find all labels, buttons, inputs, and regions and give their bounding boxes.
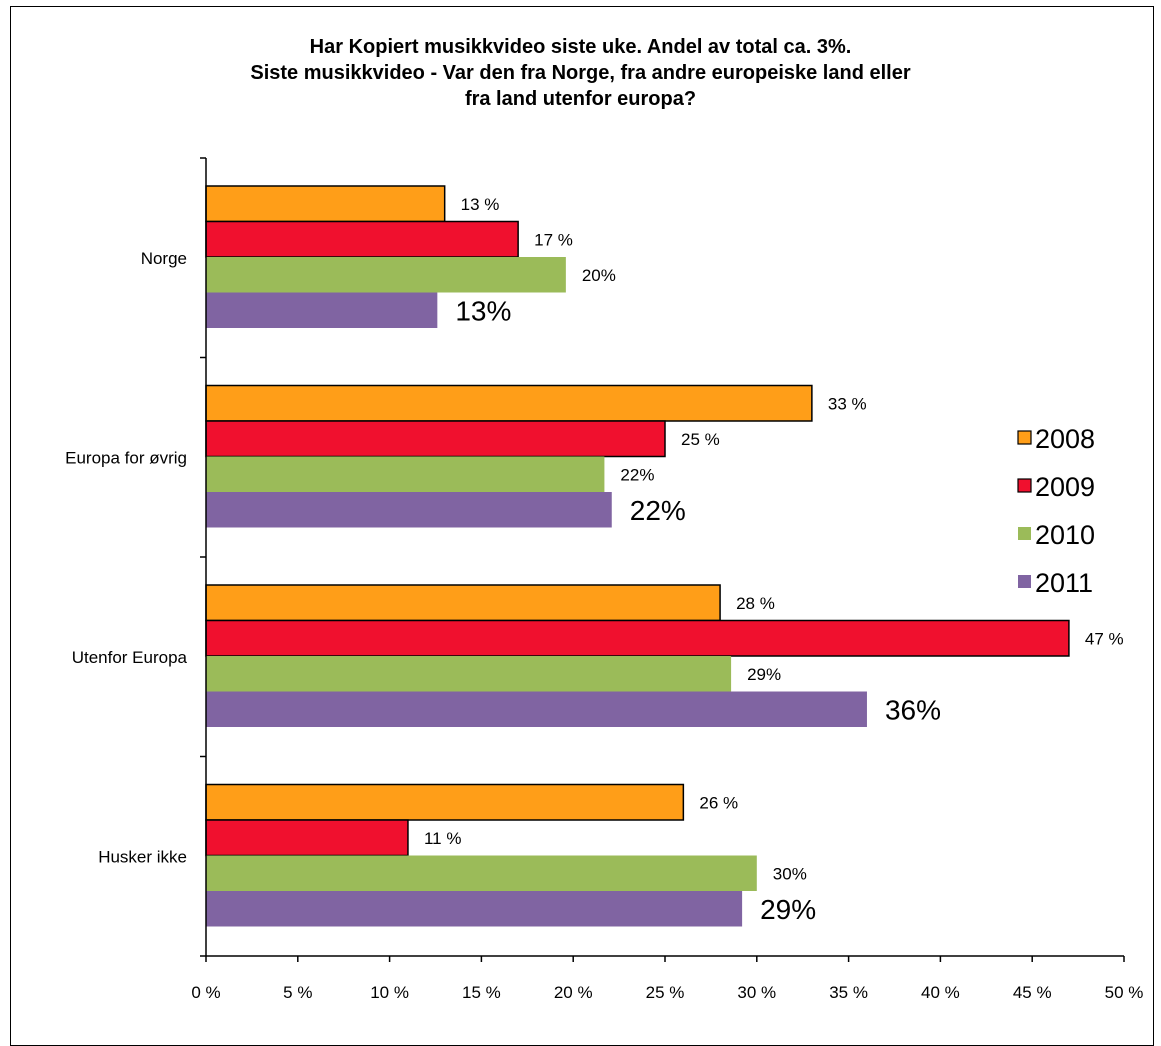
category-label: Norge: [141, 249, 187, 268]
bar-2008-2: [205, 584, 721, 622]
data-label-2010-1: 22%: [620, 465, 654, 484]
x-tick-label: 40 %: [921, 983, 960, 1002]
x-tick-label: 50 %: [1105, 983, 1144, 1002]
category-label: Utenfor Europa: [72, 648, 188, 667]
legend-swatch-2011: [1018, 575, 1031, 588]
legend-swatch-2010: [1018, 527, 1031, 540]
bar-2010-2: [206, 656, 732, 692]
bar-2011-2: [206, 691, 867, 727]
data-label-2010-3: 30%: [773, 864, 807, 883]
data-label-2008-1: 33 %: [828, 394, 867, 413]
bar-2009-2: [205, 619, 1070, 657]
bar-2011-3: [206, 891, 743, 927]
x-tick-label: 5 %: [283, 983, 312, 1002]
chart-title-line-3: fra land utenfor europa?: [464, 88, 697, 110]
x-tick-label: 45 %: [1013, 983, 1052, 1002]
x-tick-label: 30 %: [737, 983, 776, 1002]
category-label: Husker ikke: [98, 847, 187, 866]
x-tick-label: 10 %: [370, 983, 409, 1002]
data-label-2011-0: 13%: [455, 295, 511, 326]
bar-2010-0: [206, 257, 566, 293]
bar-2011-1: [206, 492, 612, 528]
legend-label-2011: 2011: [1035, 568, 1093, 598]
bar-2008-3: [205, 783, 685, 821]
legend-label-2008: 2008: [1035, 424, 1095, 454]
legend-label-2010: 2010: [1035, 520, 1095, 550]
data-label-2010-2: 29%: [747, 665, 781, 684]
data-label-2011-2: 36%: [885, 694, 941, 725]
data-label-2009-1: 25 %: [681, 430, 720, 449]
data-label-2008-2: 28 %: [736, 594, 775, 613]
legend-swatch-2008: [1017, 430, 1032, 445]
chart-title: Har Kopiert musikkvideo siste uke. Andel…: [0, 34, 1161, 112]
data-label-2011-1: 22%: [630, 495, 686, 526]
x-tick-label: 25 %: [646, 983, 685, 1002]
data-label-2009-2: 47 %: [1085, 629, 1124, 648]
x-tick-label: 15 %: [462, 983, 501, 1002]
category-label: Europa for øvrig: [65, 448, 187, 467]
data-label-2009-3: 11 %: [424, 829, 462, 848]
data-label-2009-0: 17 %: [534, 230, 573, 249]
data-label-2011-3: 29%: [760, 894, 816, 925]
legend-label-2009: 2009: [1035, 472, 1095, 502]
bar-2009-1: [205, 420, 666, 458]
x-tick-label: 0 %: [191, 983, 220, 1002]
x-tick-label: 35 %: [829, 983, 868, 1002]
bar-2008-0: [205, 185, 446, 223]
bar-2010-1: [206, 456, 605, 492]
data-label-2010-0: 20%: [582, 266, 616, 285]
chart-title-line-1: Har Kopiert musikkvideo siste uke. Andel…: [309, 36, 852, 58]
bar-2008-1: [205, 384, 813, 422]
bar-2009-0: [205, 220, 519, 258]
bar-2010-3: [206, 855, 757, 891]
x-tick-label: 20 %: [554, 983, 593, 1002]
legend-swatch-2009: [1017, 478, 1032, 493]
bar-2011-0: [206, 292, 438, 328]
data-label-2008-3: 26 %: [699, 793, 738, 812]
bar-2009-3: [205, 819, 409, 857]
chart-title-line-2: Siste musikkvideo - Var den fra Norge, f…: [250, 62, 911, 84]
data-label-2008-0: 13 %: [461, 195, 500, 214]
